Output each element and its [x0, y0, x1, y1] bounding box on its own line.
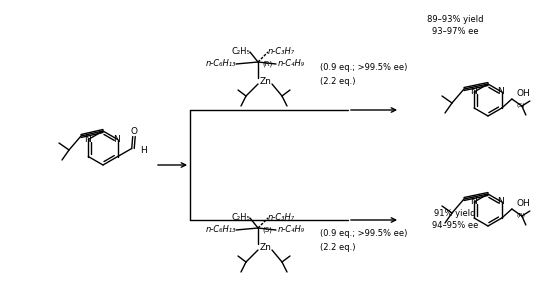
Text: OH: OH [517, 198, 531, 207]
Text: N: N [113, 135, 120, 144]
Text: N: N [470, 88, 477, 97]
Text: C₂H₅: C₂H₅ [231, 214, 250, 223]
Text: (R): (R) [517, 212, 526, 217]
Text: n-C₃H₇: n-C₃H₇ [268, 47, 295, 56]
Text: 93–97% ee: 93–97% ee [432, 28, 478, 36]
Text: n-C₄H₉: n-C₄H₉ [278, 226, 305, 235]
Text: 91% yield: 91% yield [434, 210, 476, 219]
Text: Zn: Zn [260, 77, 272, 86]
Text: n-C₆H₁₃: n-C₆H₁₃ [206, 226, 236, 235]
Text: Zn: Zn [260, 244, 272, 253]
Text: n-C₆H₁₃: n-C₆H₁₃ [206, 59, 236, 68]
Text: 89–93% yield: 89–93% yield [427, 15, 483, 24]
Text: (S): (S) [262, 227, 272, 233]
Text: O: O [130, 127, 137, 136]
Text: (2.2 eq.): (2.2 eq.) [320, 77, 356, 86]
Text: n-C₄H₉: n-C₄H₉ [278, 59, 305, 68]
Text: N: N [497, 88, 504, 97]
Text: OH: OH [517, 88, 531, 97]
Text: N: N [84, 135, 91, 144]
Text: N: N [470, 198, 477, 207]
Text: (0.9 eq.; >99.5% ee): (0.9 eq.; >99.5% ee) [320, 63, 407, 72]
Text: (2.2 eq.): (2.2 eq.) [320, 242, 356, 251]
Text: n-C₃H₇: n-C₃H₇ [268, 214, 295, 223]
Text: (S): (S) [517, 102, 525, 107]
Text: N: N [497, 198, 504, 207]
Text: (0.9 eq.; >99.5% ee): (0.9 eq.; >99.5% ee) [320, 228, 407, 237]
Text: 94–95% ee: 94–95% ee [432, 221, 478, 230]
Text: (R): (R) [262, 61, 272, 67]
Text: H: H [141, 146, 147, 155]
Text: C₂H₅: C₂H₅ [231, 47, 250, 56]
